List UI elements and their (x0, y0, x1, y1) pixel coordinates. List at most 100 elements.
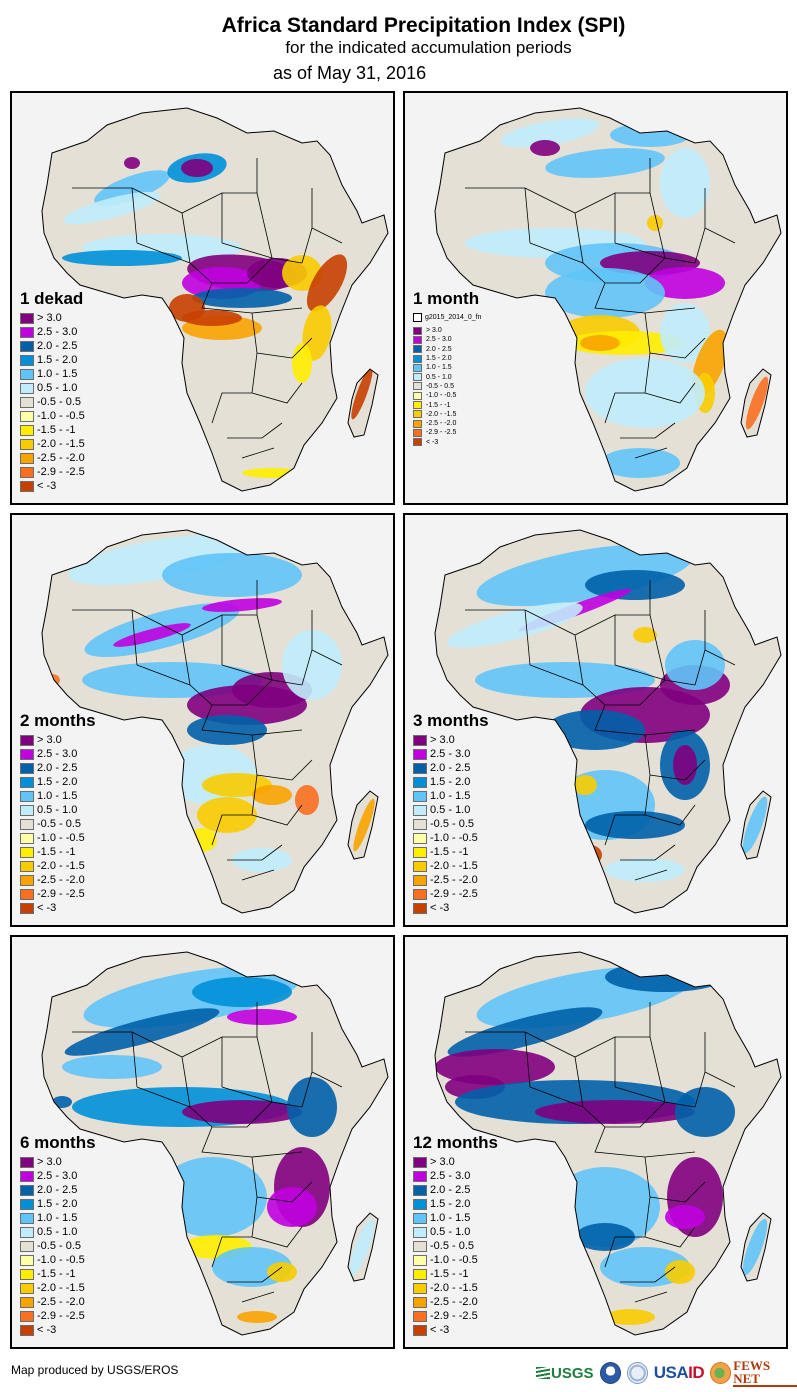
legend-item: > 3.0 (413, 733, 489, 747)
legend-swatch (20, 1240, 34, 1252)
spi-anomaly-region (237, 1311, 277, 1323)
legend-label: -1.5 - -1 (430, 1268, 469, 1280)
country-border (465, 1031, 616, 1108)
spi-anomaly-layer (44, 534, 375, 872)
coastline (434, 529, 782, 914)
spi-anomaly-region (52, 1096, 72, 1108)
legend-swatch (20, 452, 34, 464)
spi-anomaly-region (580, 335, 620, 351)
country-border (620, 1266, 676, 1303)
legend-swatch (20, 1268, 34, 1280)
spi-anomaly-region (252, 785, 292, 805)
usgs-waves-icon (536, 1367, 550, 1379)
legend-label: > 3.0 (37, 1156, 62, 1168)
legend-label: 2.0 - 2.5 (37, 1184, 78, 1196)
spi-anomaly-region (202, 598, 282, 612)
coastline (41, 107, 389, 492)
legend-swatch (20, 1212, 34, 1224)
legend-label: 0.5 - 1.0 (430, 804, 471, 816)
panel-6-months: 6 months > 3.0 2.5 - 3.0 2.0 - 2.5 1.5 - 2.0… (10, 935, 395, 1349)
usaid-logo-text-b: ID (688, 1363, 705, 1382)
spi-anomaly-region (62, 1055, 162, 1079)
spi-anomaly-region (645, 267, 725, 299)
spi-anomaly-layer (52, 965, 375, 1323)
coastline (41, 529, 389, 914)
legend-label: 0.5 - 1.0 (37, 1226, 78, 1238)
legend-label: -2.0 - -1.5 (37, 1282, 85, 1294)
legend-swatch (413, 790, 427, 802)
country-border (227, 844, 283, 881)
panel-1-month: 1 month g2015_2014_0_fn > 3.0 2.5 - 3.0 2.0 … (403, 91, 788, 505)
country-borders (72, 580, 343, 881)
legend-item: 1.5 - 2.0 (20, 353, 85, 367)
country-border (211, 734, 313, 846)
legend-label: -2.9 - -2.5 (426, 429, 457, 437)
africa-spi-map (434, 951, 782, 1336)
legend-swatch (413, 326, 422, 335)
legend-title: 6 months (20, 1133, 96, 1152)
legend-label: > 3.0 (430, 734, 455, 746)
spi-anomaly-region (476, 543, 694, 607)
country-border (211, 1156, 313, 1268)
legend-swatch (20, 354, 34, 366)
legend-swatch (413, 804, 427, 816)
legend-swatch (413, 1310, 427, 1322)
legend-label: > 3.0 (430, 1156, 455, 1168)
africa-spi-map (41, 529, 389, 914)
legend-label: 2.5 - 3.0 (430, 748, 471, 760)
legend-swatch (413, 748, 427, 760)
legend-item: 2.5 - 3.0 (413, 747, 489, 761)
legend-label: -2.0 - -1.5 (426, 410, 457, 418)
legend-swatch (20, 466, 34, 478)
spi-anomaly-region (665, 1260, 695, 1284)
legend-item: > 3.0 (413, 1155, 498, 1169)
legend-swatch (413, 846, 427, 858)
country-border (72, 187, 223, 264)
legend-label: 2.5 - 3.0 (37, 748, 78, 760)
legend-label: > 3.0 (426, 327, 442, 335)
layer-swatch (413, 312, 422, 322)
spi-anomaly-region (242, 468, 302, 478)
legend-item: -1.5 - -1 (20, 845, 96, 859)
country-border (604, 734, 706, 846)
spi-anomaly-region (447, 602, 583, 648)
spi-anomaly-region (500, 118, 600, 148)
legend-label: 1.5 - 2.0 (37, 1198, 78, 1210)
spi-anomaly-region (675, 1087, 735, 1137)
spi-anomaly-region (665, 1205, 705, 1229)
country-border (529, 664, 696, 736)
legend-item: 2.5 - 3.0 (20, 325, 85, 339)
legend-swatch (413, 391, 422, 400)
legend-swatch (413, 776, 427, 788)
legend-item: -0.5 - 0.5 (413, 1239, 498, 1253)
usaid-logo: USAID (653, 1363, 705, 1383)
spi-anomaly-region (267, 1262, 297, 1282)
legend-swatch (413, 832, 427, 844)
legend-swatch (413, 1254, 427, 1266)
legend-item: -0.5 - 0.5 (20, 395, 85, 409)
legend-label: -2.0 - -1.5 (430, 860, 478, 872)
legend-swatch (20, 382, 34, 394)
legend-swatch (413, 902, 427, 914)
spi-anomaly-region (660, 148, 710, 218)
legend-label: 2.0 - 2.5 (430, 1184, 471, 1196)
legend-item: -1.5 - -1 (20, 1267, 96, 1281)
legend-swatch (413, 888, 427, 900)
spi-anomaly-region (292, 343, 312, 383)
usaid-logo-text-a: USA (653, 1363, 689, 1382)
legend-item: < -3 (413, 438, 481, 447)
panel-1-dekad: 1 dekad > 3.0 2.5 - 3.0 2.0 - 2.5 1.5 - 2.0 1… (10, 91, 395, 505)
legend-label: -2.0 - -1.5 (430, 1282, 478, 1294)
spi-anomaly-region (600, 448, 680, 478)
map-subtitle: for the indicated accumulation periods (285, 38, 572, 57)
legend-swatch (413, 1296, 427, 1308)
legend: 2 months > 3.0 2.5 - 3.0 2.0 - 2.5 1.5 - 2.0… (20, 711, 96, 915)
spi-anomaly-region (306, 254, 348, 312)
legend-swatch (20, 832, 34, 844)
legend: 6 months > 3.0 2.5 - 3.0 2.0 - 2.5 1.5 - 2.0… (20, 1133, 96, 1337)
spi-anomaly-region (192, 288, 292, 308)
legend-swatch (413, 818, 427, 830)
legend-item: < -3 (20, 479, 85, 493)
legend-swatch (413, 874, 427, 886)
legend-item: 0.5 - 1.0 (413, 803, 489, 817)
